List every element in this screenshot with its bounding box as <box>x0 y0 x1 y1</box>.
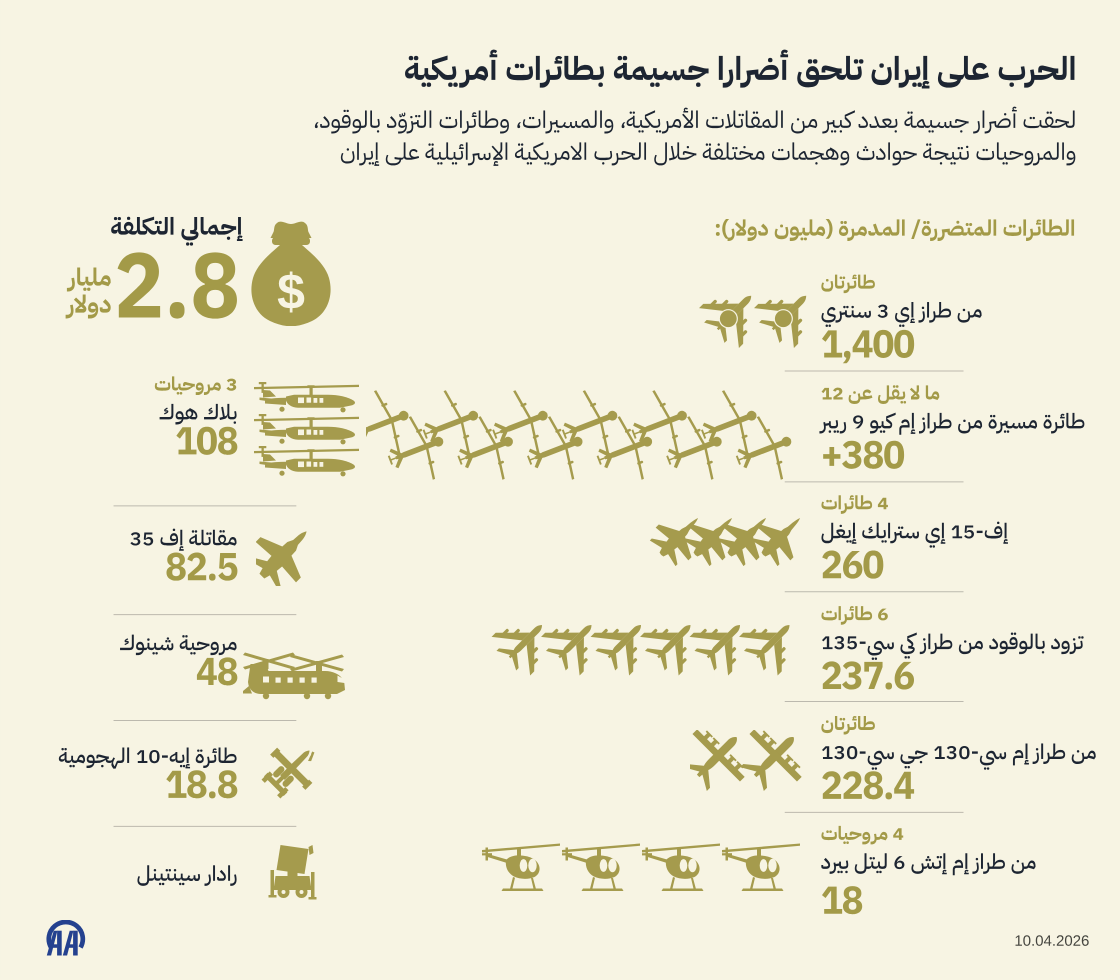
svg-text:$: $ <box>277 264 305 320</box>
